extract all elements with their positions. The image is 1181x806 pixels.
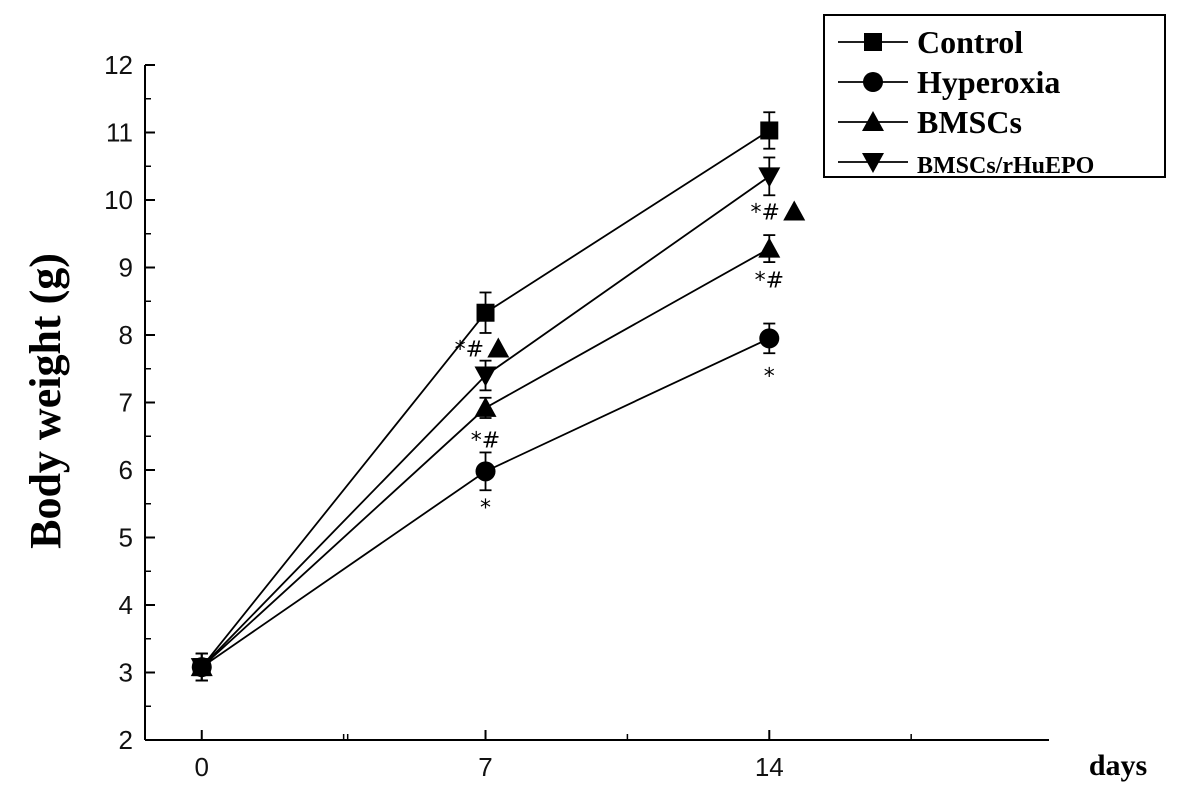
annotation-text: *#: [755, 269, 784, 294]
y-axis-title: Body weight (g): [21, 253, 70, 549]
significance-annotation: *#: [755, 269, 784, 294]
legend-item: Hyperoxia: [838, 64, 1060, 100]
data-point: [758, 237, 781, 258]
significance-annotation: *: [480, 496, 491, 521]
x-tick-label: 7: [478, 752, 492, 782]
y-tick-label: 11: [106, 118, 133, 148]
annotation-layer: * *# *# * *# *#: [455, 200, 806, 521]
legend-marker: [863, 72, 883, 92]
legend-items: Control Hyperoxia BMSCs BMSCs/rHuEPO: [838, 24, 1094, 179]
legend-marker: [862, 153, 884, 173]
x-tick-label: 14: [755, 752, 784, 782]
y-tick-label: 7: [119, 388, 133, 418]
data-point: [758, 167, 781, 188]
legend-label: BMSCs: [917, 104, 1022, 140]
series-line: [201, 175, 770, 668]
y-tick-label: 5: [119, 523, 133, 553]
tick-group: 2 3 4 5 6 7 8 9 10 11 12 0 7 14: [104, 50, 1049, 782]
y-tick-label: 4: [119, 590, 133, 620]
legend-marker: [862, 111, 884, 131]
legend-item: BMSCs/rHuEPO: [838, 153, 1094, 179]
x-tick-label: 0: [195, 752, 209, 782]
significance-annotation: *#: [455, 337, 510, 363]
annotation-text: *: [764, 365, 775, 390]
data-point: [474, 366, 497, 387]
annotation-text: *: [480, 496, 491, 521]
annotation-text: *#: [471, 429, 500, 454]
legend-marker: [864, 33, 882, 51]
y-tick-label: 3: [119, 658, 133, 688]
data-point: [476, 303, 495, 322]
data-point: [474, 396, 497, 417]
data-point: [759, 328, 780, 349]
legend-item: BMSCs: [838, 104, 1022, 140]
y-tick-label: 9: [119, 253, 133, 283]
significance-annotation: *#: [471, 429, 500, 454]
data-point: [475, 461, 496, 482]
legend-label: Hyperoxia: [917, 64, 1060, 100]
significance-annotation: *: [764, 365, 775, 390]
series-layer: [190, 111, 781, 682]
significance-annotation: *#: [751, 200, 806, 225]
axes: Body weight (g) days: [21, 253, 1147, 782]
y-tick-label: 8: [119, 320, 133, 350]
y-tick-label: 10: [104, 185, 133, 215]
y-tick-label: 12: [104, 50, 133, 80]
y-tick-label: 6: [119, 455, 133, 485]
annotation-marker: [487, 337, 510, 358]
data-point: [760, 121, 779, 140]
annotation-text: *#: [455, 338, 484, 363]
y-tick-label: 2: [119, 725, 133, 755]
series-bmscs-rhuepo: [190, 156, 781, 682]
legend-label: BMSCs/rHuEPO: [917, 153, 1094, 179]
data-point: [190, 658, 213, 679]
legend: Control Hyperoxia BMSCs BMSCs/rHuEPO: [823, 14, 1166, 179]
x-axis-title: days: [1089, 749, 1147, 782]
annotation-marker: [783, 200, 806, 221]
annotation-text: *#: [751, 200, 780, 225]
legend-item: Control: [838, 24, 1023, 60]
legend-label: Control: [917, 24, 1023, 60]
